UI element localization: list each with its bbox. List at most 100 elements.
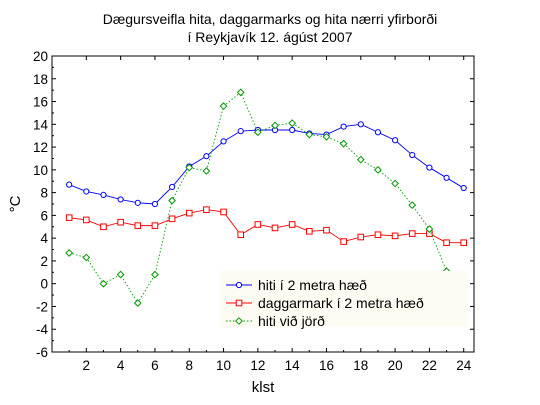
x-tick-label: 18 (353, 358, 368, 373)
data-point (219, 102, 228, 110)
data-point (151, 270, 159, 279)
x-tick-label: 24 (456, 358, 472, 373)
data-point (443, 174, 450, 181)
y-tick-label: 2 (40, 254, 48, 269)
chart-title-line-1: Dægursveifla hita, daggarmarks og hita n… (103, 11, 438, 27)
data-point (271, 224, 279, 232)
data-point (289, 126, 296, 134)
data-point (254, 221, 262, 228)
data-point (185, 163, 194, 172)
x-tick-label: 14 (285, 358, 301, 373)
data-point (357, 121, 364, 128)
data-point (151, 222, 159, 229)
data-point (409, 151, 416, 159)
data-point (134, 222, 142, 229)
data-point (202, 167, 211, 175)
series-line (69, 209, 464, 244)
x-tick-label: 2 (83, 358, 91, 373)
data-point (460, 184, 467, 192)
series-line (68, 123, 464, 205)
data-point (305, 130, 314, 139)
data-point (65, 214, 73, 221)
data-point (271, 121, 279, 130)
data-point (339, 139, 348, 148)
legend-box (220, 271, 468, 327)
y-tick-label: 4 (40, 231, 48, 246)
legend-label: hiti við jörð (258, 313, 325, 329)
data-point (168, 183, 176, 191)
y-tick-label: 16 (33, 95, 48, 110)
data-point (253, 128, 262, 137)
data-point (133, 299, 142, 307)
legend-marker (235, 317, 243, 325)
data-point (116, 270, 125, 279)
data-point (391, 232, 399, 240)
legend-marker (235, 299, 243, 307)
data-point (391, 179, 399, 188)
data-point (100, 191, 107, 198)
y-tick-label: 14 (33, 117, 49, 132)
data-point (288, 119, 297, 128)
chart-title: Dægursveifla hita, daggarmarks og hita n… (103, 11, 438, 45)
data-point (357, 233, 365, 241)
data-point (220, 138, 227, 145)
x-tick-label: 12 (250, 358, 265, 373)
y-tick-label: -6 (36, 345, 48, 360)
x-tick-label: 10 (216, 358, 231, 373)
data-point (443, 239, 450, 247)
y-tick-label: -2 (36, 299, 48, 314)
data-point (220, 208, 227, 216)
x-tick-label: 4 (117, 358, 125, 373)
y-tick-label: 20 (33, 49, 48, 64)
y-tick-label: 0 (40, 277, 48, 292)
y-tick-label: 12 (33, 140, 48, 155)
data-point (236, 88, 245, 97)
legend-label: daggarmark í 2 metra hæð (258, 295, 424, 311)
y-tick-label: 10 (33, 163, 48, 178)
data-point (185, 209, 193, 217)
data-point (83, 188, 90, 195)
data-point (460, 239, 468, 247)
data-point (117, 218, 124, 226)
data-point (306, 228, 313, 235)
data-point (203, 153, 210, 160)
data-point (374, 165, 382, 174)
data-point (65, 249, 74, 257)
data-point (340, 123, 347, 130)
data-point (168, 215, 176, 223)
data-point (82, 253, 91, 262)
data-point (374, 231, 382, 239)
x-axis-label: klst (252, 379, 275, 396)
data-point (83, 216, 90, 224)
y-axis-label: °C (7, 195, 24, 212)
data-point (66, 181, 73, 188)
chart-title-line-2: í Reykjavík 12. ágúst 2007 (188, 29, 353, 45)
data-point (237, 128, 244, 135)
legend: hiti í 2 metra hæð daggarmark í 2 metra h… (220, 271, 468, 329)
data-point (117, 196, 124, 203)
x-tick-label: 20 (388, 358, 403, 373)
data-point (151, 200, 159, 208)
data-point (203, 206, 210, 213)
series-0 (66, 121, 467, 208)
data-point (391, 137, 399, 144)
series-line (69, 91, 465, 304)
data-point (374, 129, 382, 136)
y-tick-label: 6 (40, 208, 48, 223)
data-point (99, 279, 108, 288)
x-tick-label: 22 (422, 358, 437, 373)
data-point (356, 155, 365, 164)
y-tick-label: 8 (40, 186, 48, 201)
x-tick-label: 16 (319, 358, 334, 373)
legend-marker (235, 281, 243, 289)
data-point (134, 199, 141, 206)
series-1 (65, 206, 468, 247)
x-tick-label: 6 (151, 358, 159, 373)
data-point (168, 196, 176, 205)
data-point (426, 164, 433, 171)
data-point (323, 226, 330, 234)
data-point (408, 230, 416, 237)
x-axis: 2 4 6 8 10 12 14 16 18 20 22 24 (68, 56, 472, 373)
y-tick-label: 18 (33, 72, 48, 87)
